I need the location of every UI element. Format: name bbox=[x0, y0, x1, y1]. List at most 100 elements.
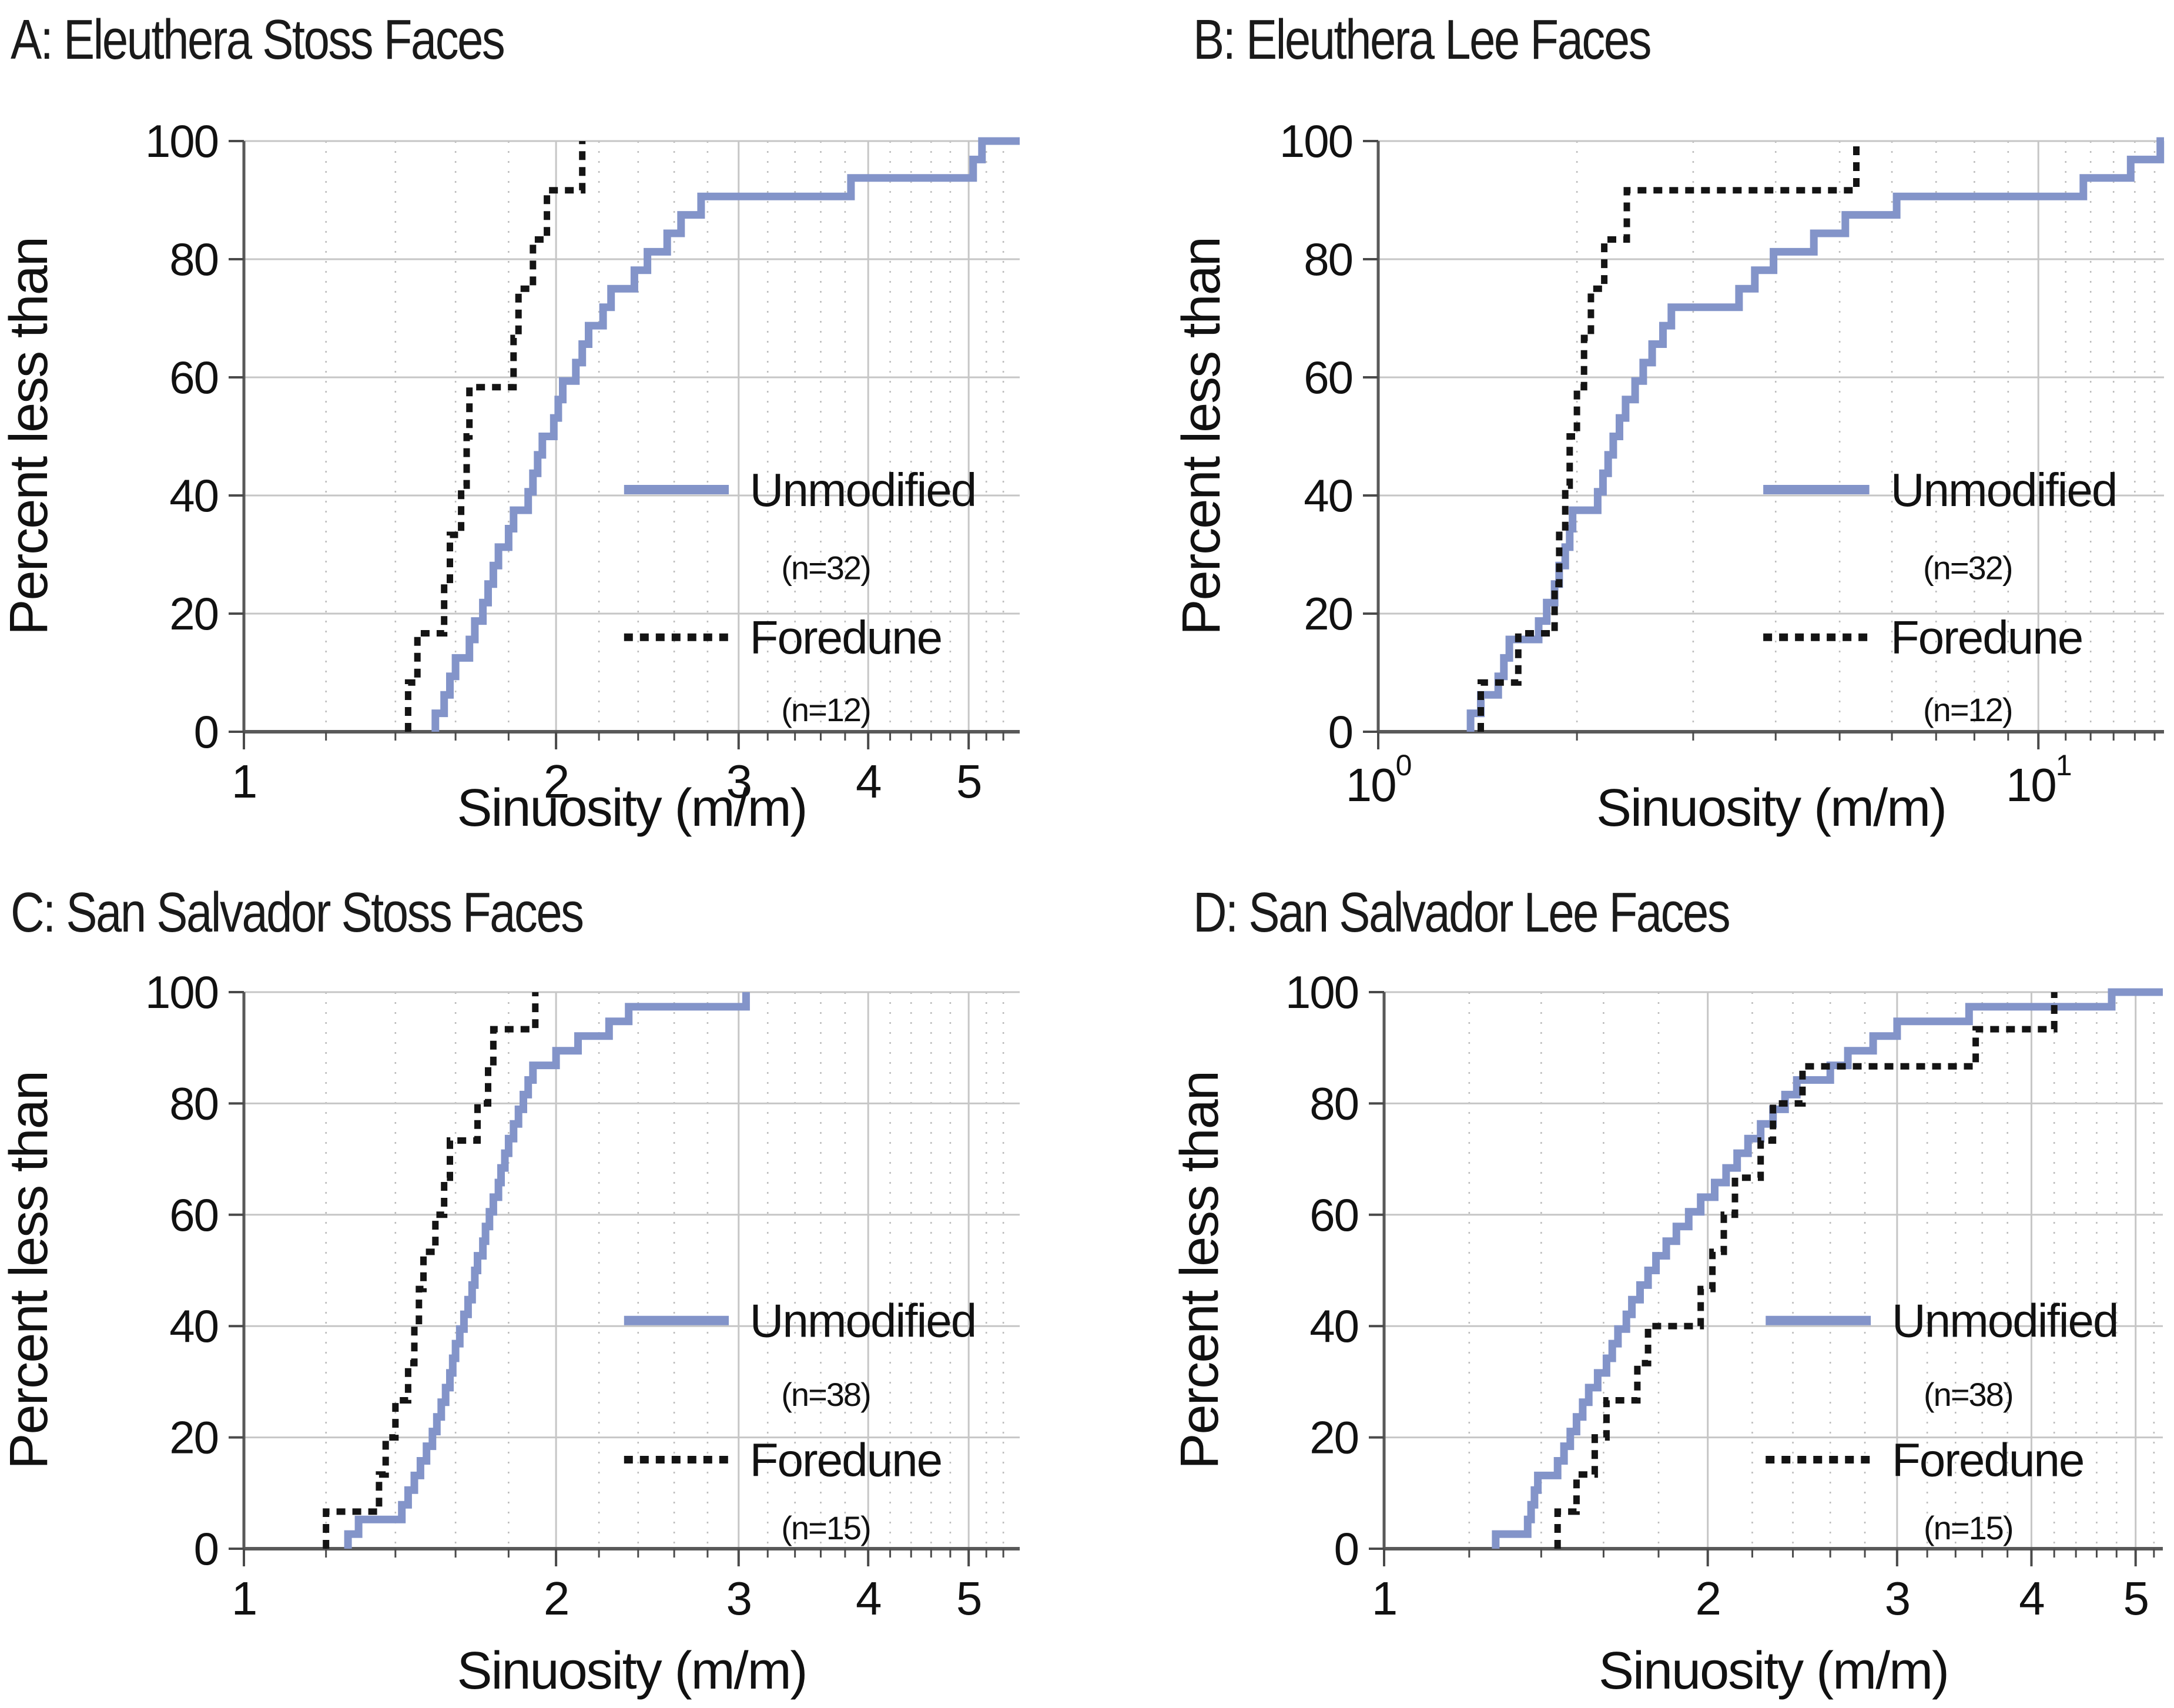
x-tick-labels: 1 2 3 4 5 bbox=[232, 755, 983, 808]
cdf-curve-foredune bbox=[1554, 992, 2058, 1549]
x-tick-labels: 1 2 3 4 5 bbox=[232, 1572, 983, 1625]
legend: Unmodified (n=32) Foredune (n=12) bbox=[1763, 464, 2118, 728]
x-axis-title: Sinuosity (m/m) bbox=[457, 1642, 808, 1700]
legend-label-foredune: Foredune bbox=[750, 1434, 942, 1486]
y-tick-label: 0 bbox=[1334, 1523, 1358, 1575]
y-tick-label: 20 bbox=[1304, 588, 1352, 639]
x-tick-labels: 1 2 3 4 5 bbox=[1372, 1572, 2149, 1625]
x-tick-label: 1 bbox=[232, 1572, 257, 1625]
axis-ticks bbox=[1363, 140, 2156, 749]
panel-eleuthera-stoss: A: Eleuthera Stoss Faces 0 20 40 60 80 100 1 2 3… bbox=[0, 0, 1087, 854]
x-tick-label: 4 bbox=[2019, 1572, 2044, 1625]
x-axis-label: Sinuosity (m/m) bbox=[1599, 1642, 1948, 1700]
y-tick-label: 60 bbox=[1304, 351, 1352, 403]
y-tick-label: 40 bbox=[1304, 470, 1352, 521]
y-gridlines bbox=[1378, 140, 2164, 615]
y-tick-label: 60 bbox=[169, 1189, 218, 1241]
x-tick-label: 3 bbox=[726, 755, 752, 808]
chart-eleuthera-lee: 0 20 40 60 80 100 100 101 Sinuosity (m/m) Percent… bbox=[1171, 115, 2165, 838]
x-tick-label: 5 bbox=[956, 1572, 982, 1625]
axis-ticks bbox=[229, 140, 1004, 749]
legend-n-foredune: (n=15) bbox=[1924, 1509, 2012, 1546]
legend-n-unmodified: (n=32) bbox=[1923, 550, 2012, 587]
legend-label-unmodified: Unmodified bbox=[750, 464, 976, 516]
x-axis-label: Sinuosity (m/m) bbox=[457, 779, 806, 838]
y-tick-label: 80 bbox=[1309, 1077, 1358, 1129]
y-gridlines bbox=[244, 991, 1020, 1439]
legend-label-foredune: Foredune bbox=[1891, 611, 2082, 664]
y-tick-label: 80 bbox=[169, 233, 218, 285]
legend-label-unmodified: Unmodified bbox=[750, 1295, 976, 1347]
y-tick-label: 40 bbox=[1309, 1300, 1358, 1352]
x-tick-label: 4 bbox=[856, 1572, 881, 1625]
x-tick-labels: 100 101 bbox=[1346, 749, 2072, 811]
y-tick-label: 80 bbox=[1304, 233, 1352, 285]
chart-sansalvador-lee: 0 20 40 60 80 100 1 2 3 4 5 Sinuosity (m/m) Percent … bbox=[1170, 966, 2163, 1700]
legend-label-foredune: Foredune bbox=[1892, 1434, 2083, 1486]
x-tick-label: 3 bbox=[726, 1572, 752, 1625]
axis-ticks bbox=[1369, 991, 2155, 1566]
y-gridlines bbox=[244, 140, 1020, 615]
x-tick-label: 5 bbox=[956, 755, 982, 808]
legend-label-foredune: Foredune bbox=[750, 611, 942, 664]
y-tick-label: 20 bbox=[169, 1412, 218, 1463]
x-axis-label: Sinuosity (m/m) bbox=[457, 1642, 806, 1700]
cdf-curve-foredune bbox=[1478, 141, 1860, 732]
x-tick-label-exp: 100 bbox=[1346, 749, 1411, 811]
legend-n-foredune: (n=15) bbox=[781, 1509, 870, 1546]
panel-eleuthera-lee: B: Eleuthera Lee Faces 0 20 40 60 80 100 100 10… bbox=[1087, 0, 2174, 854]
y-axis-label: Percent less than bbox=[0, 237, 59, 635]
y-tick-labels: 0 20 40 60 80 100 bbox=[145, 966, 219, 1575]
x-tick-label: 2 bbox=[1695, 1572, 1720, 1625]
legend-n-unmodified: (n=32) bbox=[781, 550, 870, 587]
cdf-curve-foredune bbox=[404, 141, 586, 732]
y-tick-label: 0 bbox=[1328, 706, 1352, 758]
y-axis-label: Percent less than bbox=[0, 1071, 59, 1469]
legend-n-unmodified: (n=38) bbox=[781, 1376, 870, 1413]
y-axis-title: Percent less than bbox=[0, 237, 59, 635]
panel-title-b: B: Eleuthera Lee Faces bbox=[1193, 8, 1652, 71]
y-tick-label: 60 bbox=[1309, 1189, 1358, 1241]
y-tick-label: 40 bbox=[169, 470, 218, 521]
legend: Unmodified (n=38) Foredune (n=15) bbox=[624, 1295, 977, 1546]
y-axis-label: Percent less than bbox=[1170, 1071, 1230, 1469]
x-tick-label: 4 bbox=[856, 755, 881, 808]
x-axis-title: Sinuosity (m/m) bbox=[1599, 1642, 1949, 1700]
x-tick-label: 3 bbox=[1885, 1572, 1910, 1625]
x-tick-label: 1 bbox=[232, 755, 257, 808]
y-tick-label: 40 bbox=[169, 1300, 218, 1352]
x-tick-label-exp: 101 bbox=[2006, 749, 2071, 811]
legend-n-foredune: (n=12) bbox=[1923, 691, 2012, 728]
x-gridlines-major bbox=[1707, 992, 2137, 1549]
cdf-curve-unmodified bbox=[1466, 137, 2165, 732]
axes-spines bbox=[1376, 141, 2164, 734]
y-tick-label: 80 bbox=[169, 1077, 218, 1129]
panel-title-a: A: Eleuthera Stoss Faces bbox=[11, 8, 505, 71]
y-tick-label: 100 bbox=[145, 966, 218, 1018]
legend-label-unmodified: Unmodified bbox=[1892, 1295, 2118, 1347]
x-tick-label: 2 bbox=[544, 1572, 569, 1625]
y-tick-labels: 0 20 40 60 80 100 bbox=[145, 115, 219, 758]
legend: Unmodified (n=38) Foredune (n=15) bbox=[1766, 1295, 2119, 1546]
y-gridlines bbox=[1384, 991, 2163, 1439]
y-tick-label: 0 bbox=[194, 1523, 218, 1575]
legend-n-unmodified: (n=38) bbox=[1924, 1376, 2012, 1413]
axes-spines bbox=[1382, 992, 2163, 1550]
panel-sansalvador-stoss: C: San Salvador Stoss Faces 0 20 40 60 80 100… bbox=[0, 854, 1087, 1708]
cdf-curve-unmodified bbox=[431, 137, 1020, 732]
y-tick-label: 0 bbox=[194, 706, 218, 758]
legend-label-unmodified: Unmodified bbox=[1891, 464, 2117, 516]
x-axis-title: Sinuosity (m/m) bbox=[1596, 779, 1947, 838]
y-tick-label: 100 bbox=[1285, 966, 1358, 1018]
legend-n-foredune: (n=12) bbox=[781, 691, 870, 728]
cdf-curve-foredune bbox=[323, 992, 539, 1549]
axis-ticks bbox=[229, 991, 1004, 1566]
y-tick-label: 100 bbox=[1279, 115, 1352, 167]
legend: Unmodified (n=32) Foredune (n=12) bbox=[624, 464, 977, 728]
y-tick-label: 20 bbox=[169, 588, 218, 639]
y-tick-label: 20 bbox=[1309, 1412, 1358, 1463]
cdf-curve-unmodified bbox=[1492, 988, 2163, 1549]
panel-title-d: D: San Salvador Lee Faces bbox=[1193, 881, 1731, 944]
x-tick-label: 2 bbox=[544, 755, 569, 808]
